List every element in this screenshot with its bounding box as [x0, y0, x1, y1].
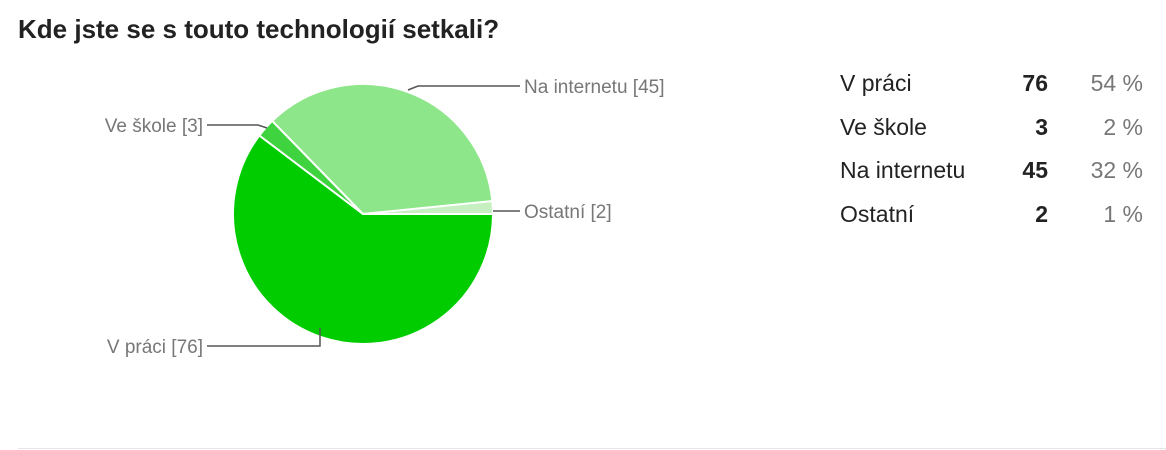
pie-slices — [232, 83, 494, 345]
summary-count: 76 — [1022, 70, 1048, 97]
pie-label-ve-skole: Ve škole [3] — [105, 116, 203, 137]
summary-table: V práci 76 54 % Ve škole 3 2 % Na intern… — [840, 62, 1143, 236]
summary-row-ostatni: Ostatní 2 1 % — [840, 193, 1143, 237]
question-title: Kde jste se s touto technologií setkali? — [18, 14, 500, 44]
leader-line-v-praci — [207, 328, 321, 347]
summary-category: V práci — [840, 70, 912, 97]
summary-percent: 32 % — [1090, 157, 1143, 184]
pie-leader-lines — [207, 85, 520, 347]
summary-count: 2 — [1035, 200, 1048, 227]
summary-percent: 54 % — [1090, 70, 1143, 97]
summary-count: 45 — [1022, 157, 1048, 184]
pie-slice-ostatni — [362, 200, 494, 215]
pie-slice-na-internetu — [271, 83, 494, 215]
pie-label-ostatni: Ostatní [2] — [524, 202, 612, 223]
summary-row-v-praci: V práci 76 54 % — [840, 62, 1143, 106]
section-divider — [18, 448, 1166, 449]
pie-chart: V práci [76] Ve škole [3] Na internetu [… — [105, 77, 665, 358]
summary-category: Ostatní — [840, 200, 915, 227]
summary-row-na-internetu: Na internetu 45 32 % — [840, 149, 1143, 193]
summary-count: 3 — [1035, 113, 1048, 140]
summary-percent: 2 % — [1103, 113, 1143, 140]
summary-category: Na internetu — [840, 157, 966, 184]
summary-percent: 1 % — [1103, 200, 1143, 227]
summary-category: Ve škole — [840, 113, 927, 140]
pie-slice-v-praci — [232, 134, 494, 345]
pie-labels: V práci [76] Ve škole [3] Na internetu [… — [105, 77, 665, 358]
pie-label-v-praci: V práci [76] — [107, 337, 203, 358]
leader-line-ve-skole — [207, 124, 268, 129]
summary-row-ve-skole: Ve škole 3 2 % — [840, 106, 1143, 150]
pie-label-na-internetu: Na internetu [45] — [524, 77, 664, 98]
leader-line-na-internetu — [407, 85, 520, 91]
